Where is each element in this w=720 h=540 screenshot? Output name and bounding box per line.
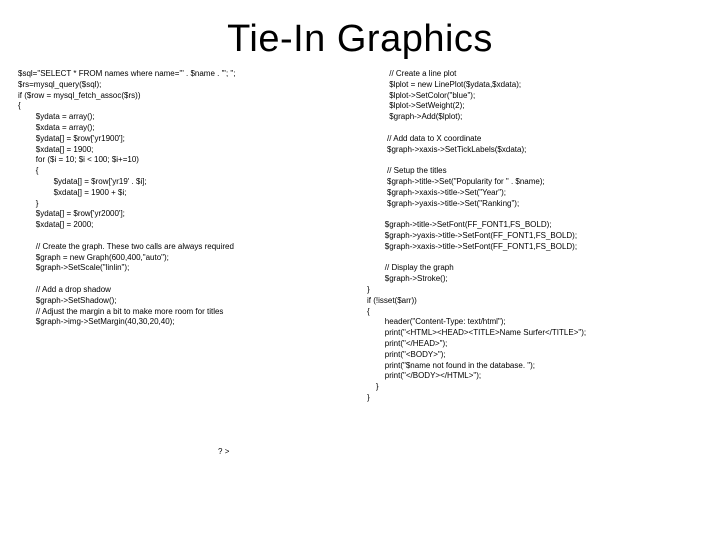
code-left: $sql="SELECT * FROM names where name='" … bbox=[18, 69, 353, 458]
slide-title: Tie-In Graphics bbox=[0, 0, 720, 61]
code-right: // Create a line plot $lplot = new LineP… bbox=[367, 69, 702, 458]
code-columns: $sql="SELECT * FROM names where name='" … bbox=[0, 61, 720, 458]
